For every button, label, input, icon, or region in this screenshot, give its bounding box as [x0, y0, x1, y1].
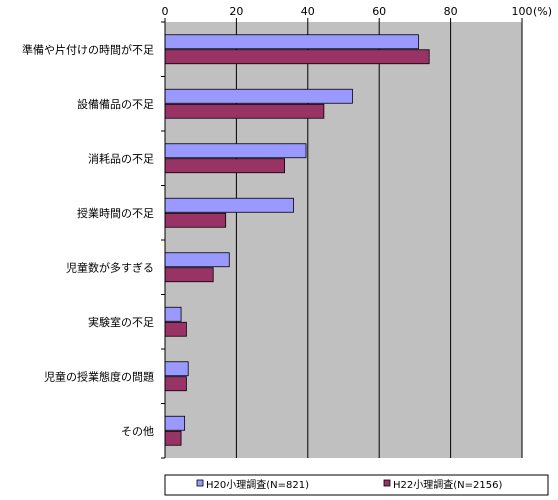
category-label: 設備備品の不足: [77, 97, 154, 111]
legend-swatch-h22: [383, 479, 391, 487]
plot-area: [165, 22, 522, 458]
labels: 0 20 40 60 80 100 (%) 準備や片付けの時間が不足設備備品の不足消耗品の不足…: [22, 5, 552, 438]
category-label: 児童数が多すぎる: [66, 260, 154, 274]
legend-swatch-h20: [196, 479, 204, 487]
x-tick-label: 100: [512, 5, 533, 18]
x-unit-label: (%): [533, 5, 552, 18]
bar-h22: [164, 321, 187, 337]
x-tick-label: 20: [229, 5, 243, 18]
x-tick-label: 40: [301, 5, 315, 18]
category-label: 児童の授業態度の問題: [44, 369, 154, 383]
axes: [161, 18, 523, 459]
bar-h22: [164, 376, 187, 392]
bar-h20: [164, 143, 307, 159]
category-label: 授業時間の不足: [77, 206, 154, 220]
x-tick-label: 60: [372, 5, 386, 18]
category-label: その他: [121, 425, 154, 438]
category-label: 準備や片付けの時間が不足: [22, 42, 154, 56]
x-tick-label: 80: [444, 5, 458, 18]
bar-h22: [164, 212, 227, 228]
bar-h22: [164, 158, 285, 174]
bar-h22: [164, 49, 430, 65]
bars: [164, 34, 430, 446]
bar-h20: [164, 252, 230, 268]
bar-h22: [164, 267, 214, 283]
legend-label-h22: H22小理調査(N=2156): [393, 478, 502, 491]
legend: H20小理調査(N=821) H22小理調査(N=2156): [164, 474, 549, 496]
bar-h20: [164, 34, 419, 50]
legend-label-h20: H20小理調査(N=821): [206, 478, 309, 491]
bar-h20: [164, 361, 189, 377]
bar-h22: [164, 430, 182, 446]
bar-h20: [164, 306, 182, 322]
bar-h22: [164, 103, 325, 119]
category-label: 消耗品の不足: [88, 151, 154, 165]
legend-box: [164, 474, 549, 496]
bar-h20: [164, 88, 353, 104]
category-label: 実験室の不足: [88, 315, 154, 329]
bar-h20: [164, 197, 294, 213]
bar-h20: [164, 415, 186, 431]
x-tick-label: 0: [162, 5, 169, 18]
